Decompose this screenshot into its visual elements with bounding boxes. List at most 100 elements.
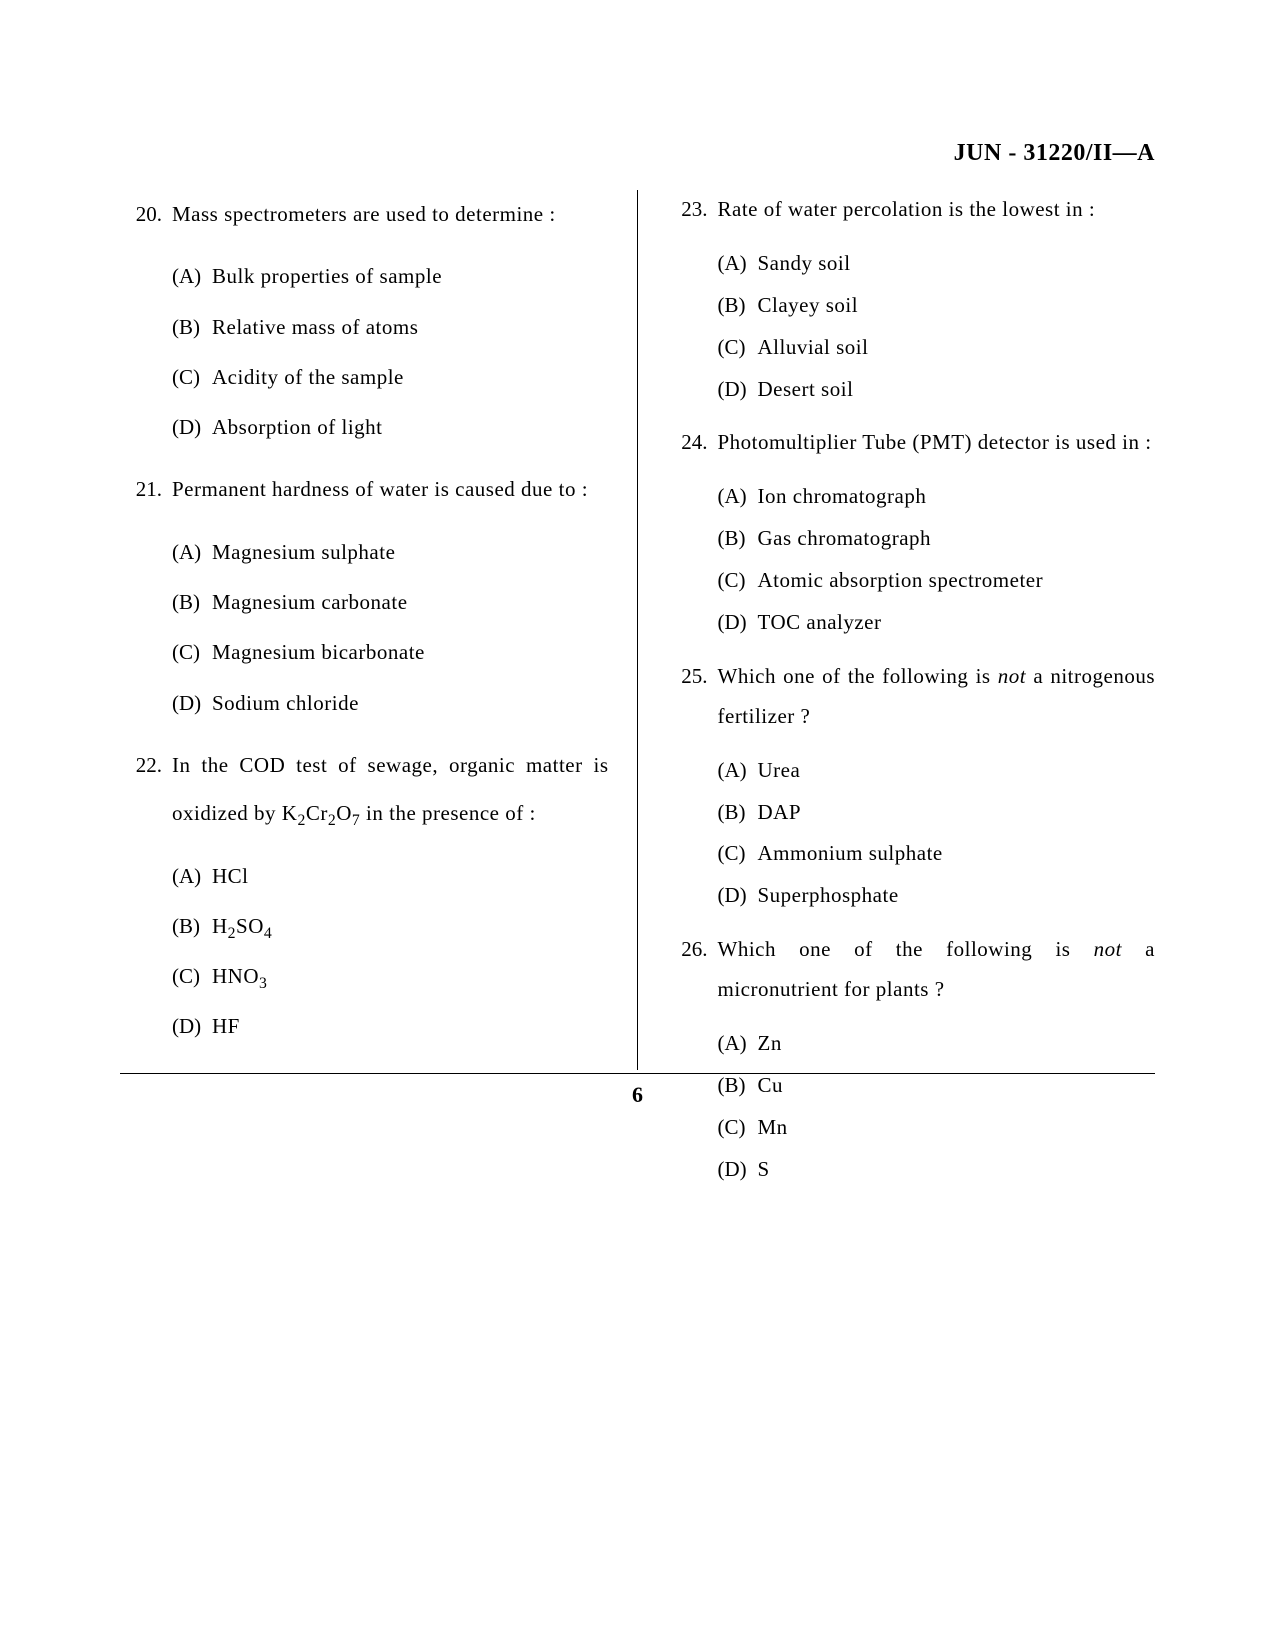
question-number: 22. <box>120 741 172 838</box>
option-label: (A) <box>172 528 212 576</box>
question-number: 20. <box>120 190 172 238</box>
option-label: (B) <box>718 286 758 326</box>
options-list: (A)Bulk properties of sample(B)Relative … <box>172 252 609 451</box>
option-text: DAP <box>758 793 1156 833</box>
option-text: Ammonium sulphate <box>758 834 1156 874</box>
question-number: 23. <box>666 190 718 230</box>
option-text: HF <box>212 1002 609 1050</box>
option-text: HCl <box>212 852 609 900</box>
option: (C)Alluvial soil <box>718 328 1156 368</box>
question: 20.Mass spectrometers are used to determ… <box>120 190 609 238</box>
option: (D)Sodium chloride <box>172 679 609 727</box>
option-label: (A) <box>718 751 758 791</box>
options-list: (A)HCl(B)H2SO4(C)HNO3(D)HF <box>172 852 609 1051</box>
option-text: S <box>758 1150 1156 1190</box>
option: (B)Clayey soil <box>718 286 1156 326</box>
option-text: Relative mass of atoms <box>212 303 609 351</box>
option-text: Magnesium carbonate <box>212 578 609 626</box>
option: (B)DAP <box>718 793 1156 833</box>
option-text: Atomic absorption spectrometer <box>758 561 1156 601</box>
option-label: (C) <box>718 1108 758 1148</box>
page-header: JUN - 31220/II—A <box>954 140 1155 167</box>
question-text: Permanent hardness of water is caused du… <box>172 465 609 513</box>
question: 25.Which one of the following is not a n… <box>666 657 1156 737</box>
option: (C)Acidity of the sample <box>172 353 609 401</box>
question: 22.In the COD test of sewage, organic ma… <box>120 741 609 838</box>
option: (A)Ion chromatograph <box>718 477 1156 517</box>
option: (D)Superphosphate <box>718 876 1156 916</box>
option-text: Zn <box>758 1024 1156 1064</box>
options-list: (A)Magnesium sulphate(B)Magnesium carbon… <box>172 528 609 727</box>
option: (D)S <box>718 1150 1156 1190</box>
option-label: (C) <box>718 328 758 368</box>
question-columns: 20.Mass spectrometers are used to determ… <box>120 190 1155 1070</box>
option: (B)Magnesium carbonate <box>172 578 609 626</box>
left-column: 20.Mass spectrometers are used to determ… <box>120 190 638 1070</box>
option-label: (B) <box>718 793 758 833</box>
option-text: TOC analyzer <box>758 603 1156 643</box>
option-text: Gas chromatograph <box>758 519 1156 559</box>
question-text: Which one of the following is not a nitr… <box>718 657 1156 737</box>
option: (A)Magnesium sulphate <box>172 528 609 576</box>
option-label: (C) <box>718 561 758 601</box>
question: 26.Which one of the following is not a m… <box>666 930 1156 1010</box>
option-text: Urea <box>758 751 1156 791</box>
question: 21.Permanent hardness of water is caused… <box>120 465 609 513</box>
question-text: Photomultiplier Tube (PMT) detector is u… <box>718 423 1156 463</box>
question: 24.Photomultiplier Tube (PMT) detector i… <box>666 423 1156 463</box>
option-label: (D) <box>718 876 758 916</box>
option-text: Absorption of light <box>212 403 609 451</box>
question-number: 21. <box>120 465 172 513</box>
option-text: Desert soil <box>758 370 1156 410</box>
option: (A)HCl <box>172 852 609 900</box>
option-label: (A) <box>718 244 758 284</box>
question-text: Mass spectrometers are used to determine… <box>172 190 609 238</box>
question-text: Rate of water percolation is the lowest … <box>718 190 1156 230</box>
option: (D)Absorption of light <box>172 403 609 451</box>
option-label: (B) <box>718 519 758 559</box>
option: (B)Gas chromatograph <box>718 519 1156 559</box>
option-text: Sodium chloride <box>212 679 609 727</box>
option-text: Superphosphate <box>758 876 1156 916</box>
question-text: In the COD test of sewage, organic matte… <box>172 741 609 838</box>
question-number: 26. <box>666 930 718 1010</box>
option-text: Ion chromatograph <box>758 477 1156 517</box>
option-text: Bulk properties of sample <box>212 252 609 300</box>
option: (B)H2SO4 <box>172 902 609 950</box>
options-list: (A)Urea(B)DAP(C)Ammonium sulphate(D)Supe… <box>718 751 1156 917</box>
option-label: (C) <box>172 952 212 1000</box>
question-text: Which one of the following is not a micr… <box>718 930 1156 1010</box>
option-text: Alluvial soil <box>758 328 1156 368</box>
option: (A)Zn <box>718 1024 1156 1064</box>
option-label: (D) <box>718 1150 758 1190</box>
option-text: H2SO4 <box>212 902 609 950</box>
option-label: (A) <box>172 252 212 300</box>
option-label: (A) <box>718 477 758 517</box>
option-text: Acidity of the sample <box>212 353 609 401</box>
exam-page: JUN - 31220/II—A 20.Mass spectrometers a… <box>0 0 1275 1650</box>
option-label: (D) <box>172 679 212 727</box>
option: (C)Magnesium bicarbonate <box>172 628 609 676</box>
option: (A)Sandy soil <box>718 244 1156 284</box>
option: (B)Relative mass of atoms <box>172 303 609 351</box>
options-list: (A)Sandy soil(B)Clayey soil(C)Alluvial s… <box>718 244 1156 410</box>
bottom-rule <box>120 1073 1155 1074</box>
option-label: (D) <box>718 603 758 643</box>
option-label: (A) <box>718 1024 758 1064</box>
option: (D)Desert soil <box>718 370 1156 410</box>
option-label: (D) <box>172 1002 212 1050</box>
option-text: Sandy soil <box>758 244 1156 284</box>
option: (D)TOC analyzer <box>718 603 1156 643</box>
option-label: (B) <box>172 578 212 626</box>
option-label: (D) <box>172 403 212 451</box>
option-text: HNO3 <box>212 952 609 1000</box>
option: (C)Atomic absorption spectrometer <box>718 561 1156 601</box>
question-number: 24. <box>666 423 718 463</box>
question: 23.Rate of water percolation is the lowe… <box>666 190 1156 230</box>
option: (C)Ammonium sulphate <box>718 834 1156 874</box>
option-text: Mn <box>758 1108 1156 1148</box>
option-label: (B) <box>172 303 212 351</box>
page-number: 6 <box>0 1082 1275 1108</box>
option-label: (D) <box>718 370 758 410</box>
option-label: (C) <box>172 628 212 676</box>
